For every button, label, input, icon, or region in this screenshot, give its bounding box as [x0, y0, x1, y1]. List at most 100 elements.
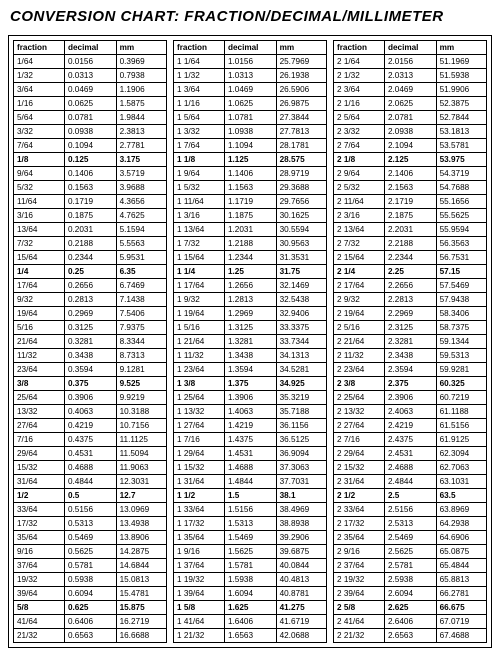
table-cell: 2 19/64	[334, 307, 385, 321]
table-row: 7/320.21885.5563	[14, 237, 167, 251]
table-cell: 58.7375	[436, 321, 486, 335]
table-cell: 1/32	[14, 69, 65, 83]
table-cell: 1 17/64	[174, 279, 225, 293]
table-cell: 2 3/64	[334, 83, 385, 97]
table-cell: 1.1719	[224, 195, 276, 209]
table-cell: 0.5	[64, 489, 116, 503]
page-title: CONVERSION CHART: FRACTION/DECIMAL/MILLI…	[10, 8, 492, 25]
table-cell: 0.0313	[64, 69, 116, 83]
table-row: 2 21/642.328159.1344	[334, 335, 487, 349]
table-cell: 32.9406	[276, 307, 326, 321]
table-cell: 52.7844	[436, 111, 486, 125]
table-cell: 61.9125	[436, 433, 486, 447]
table-row: 2 15/642.234456.7531	[334, 251, 487, 265]
table-cell: 1 3/8	[174, 377, 225, 391]
table-cell: 0.5469	[64, 531, 116, 545]
table-cell: 1.6563	[224, 629, 276, 643]
table-cell: 0.2656	[64, 279, 116, 293]
table-cell: 1.375	[224, 377, 276, 391]
table-cell: 16.2719	[116, 615, 166, 629]
table-cell: 36.5125	[276, 433, 326, 447]
table-cell: 10.3188	[116, 405, 166, 419]
table-cell: 2 29/64	[334, 447, 385, 461]
table-cell: 1 11/32	[174, 349, 225, 363]
table-row: 2 21/322.656367.4688	[334, 629, 487, 643]
table-row: 13/640.20315.1594	[14, 223, 167, 237]
table-row: 41/640.640616.2719	[14, 615, 167, 629]
table-cell: 1.0313	[224, 69, 276, 83]
table-cell: 55.9594	[436, 223, 486, 237]
column-header: decimal	[64, 41, 116, 55]
table-cell: 0.7938	[116, 69, 166, 83]
table-row: 3/160.18754.7625	[14, 209, 167, 223]
table-cell: 1/16	[14, 97, 65, 111]
table-cell: 66.675	[436, 601, 486, 615]
table-cell: 0.4531	[64, 447, 116, 461]
table-cell: 2 17/64	[334, 279, 385, 293]
table-cell: 56.7531	[436, 251, 486, 265]
table-row: 2 17/322.531364.2938	[334, 517, 487, 531]
table-cell: 1.5781	[224, 559, 276, 573]
table-cell: 1 1/2	[174, 489, 225, 503]
table-cell: 2 3/16	[334, 209, 385, 223]
table-row: 1 5/641.078127.3844	[174, 111, 327, 125]
table-cell: 1.3125	[224, 321, 276, 335]
table-cell: 1 7/16	[174, 433, 225, 447]
table-row: 3/80.3759.525	[14, 377, 167, 391]
table-row: 1 3/161.187530.1625	[174, 209, 327, 223]
table-cell: 1 1/4	[174, 265, 225, 279]
table-row: 2 3/162.187555.5625	[334, 209, 487, 223]
table-cell: 2.7781	[116, 139, 166, 153]
table-cell: 9/32	[14, 293, 65, 307]
table-row: 2 19/642.296958.3406	[334, 307, 487, 321]
table-row: 15/320.468811.9063	[14, 461, 167, 475]
table-cell: 2.5469	[384, 531, 436, 545]
table-row: 2 41/642.640667.0719	[334, 615, 487, 629]
table-cell: 2 31/64	[334, 475, 385, 489]
table-cell: 5.5563	[116, 237, 166, 251]
table-cell: 0.1563	[64, 181, 116, 195]
table-cell: 3.175	[116, 153, 166, 167]
table-cell: 59.1344	[436, 335, 486, 349]
table-cell: 1 33/64	[174, 503, 225, 517]
table-cell: 2 1/32	[334, 69, 385, 83]
table-cell: 32.1469	[276, 279, 326, 293]
table-row: 2 5/162.312558.7375	[334, 321, 487, 335]
table-row: 2 31/642.484463.1031	[334, 475, 487, 489]
table-cell: 29.7656	[276, 195, 326, 209]
table-cell: 1.9844	[116, 111, 166, 125]
table-cell: 59.9281	[436, 363, 486, 377]
table-row: 2 9/322.281357.9438	[334, 293, 487, 307]
table-cell: 1.1563	[224, 181, 276, 195]
table-cell: 2.2188	[384, 237, 436, 251]
table-row: 1 9/321.281332.5438	[174, 293, 327, 307]
table-cell: 2.1094	[384, 139, 436, 153]
table-row: 2 13/322.406361.1188	[334, 405, 487, 419]
table-row: 23/640.35949.1281	[14, 363, 167, 377]
table-row: 7/160.437511.1125	[14, 433, 167, 447]
table-cell: 15.875	[116, 601, 166, 615]
table-cell: 3/16	[14, 209, 65, 223]
table-cell: 5.1594	[116, 223, 166, 237]
table-row: 21/320.656316.6688	[14, 629, 167, 643]
table-cell: 42.0688	[276, 629, 326, 643]
table-cell: 1/4	[14, 265, 65, 279]
table-cell: 0.1719	[64, 195, 116, 209]
table-cell: 2.4219	[384, 419, 436, 433]
table-cell: 2.5313	[384, 517, 436, 531]
conversion-table: fractiondecimalmm1/640.01560.39691/320.0…	[13, 40, 167, 643]
table-cell: 31.3531	[276, 251, 326, 265]
table-cell: 38.8938	[276, 517, 326, 531]
table-cell: 26.9875	[276, 97, 326, 111]
table-cell: 37.3063	[276, 461, 326, 475]
table-cell: 55.5625	[436, 209, 486, 223]
table-cell: 9.525	[116, 377, 166, 391]
table-row: 1 5/321.156329.3688	[174, 181, 327, 195]
table-cell: 51.1969	[436, 55, 486, 69]
table-cell: 15.0813	[116, 573, 166, 587]
table-cell: 53.5781	[436, 139, 486, 153]
table-cell: 2.2656	[384, 279, 436, 293]
table-cell: 2 37/64	[334, 559, 385, 573]
table-cell: 8.7313	[116, 349, 166, 363]
table-cell: 19/64	[14, 307, 65, 321]
